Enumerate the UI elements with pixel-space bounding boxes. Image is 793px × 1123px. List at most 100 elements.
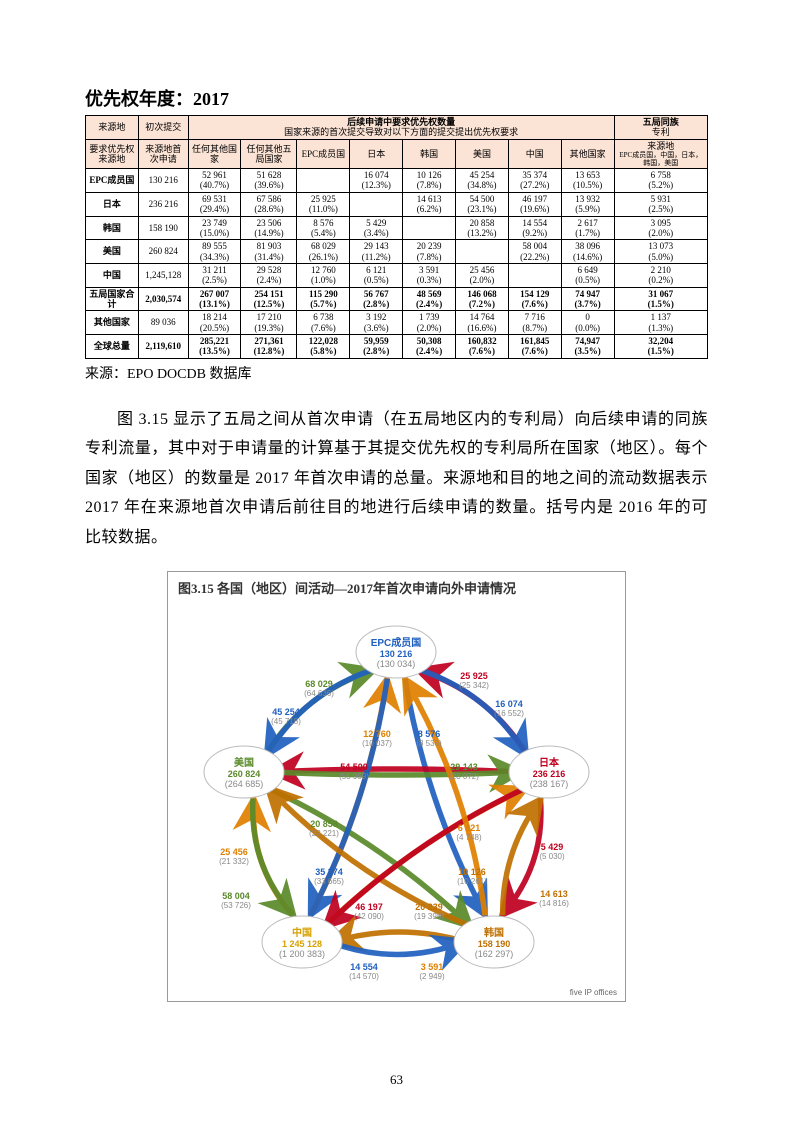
cell: 31 211(2.5%)	[188, 263, 241, 287]
table-row: 美国260 82489 555(34.3%)81 903(31.4%)68 02…	[86, 240, 708, 264]
svg-text:16 074: 16 074	[495, 699, 523, 709]
flow-label: 6 121(4 748)	[456, 823, 482, 842]
cell: 20 239(7.8%)	[403, 240, 456, 264]
col-header: 韩国	[403, 139, 456, 168]
row-label: 日本	[86, 192, 139, 216]
cell: 45 254(34.8%)	[456, 169, 509, 193]
cell: 32,204(1.5%)	[614, 334, 707, 358]
cell: 35 374(27.2%)	[508, 169, 561, 193]
cell: 271,361(12.8%)	[241, 334, 297, 358]
diagram-node: 美国260 824(264 685)	[204, 746, 284, 798]
cell: 25 925(11.0%)	[297, 192, 350, 216]
cell: 51 628(39.6%)	[241, 169, 297, 193]
cell: 6 649(0.5%)	[561, 263, 614, 287]
svg-text:EPC成员国: EPC成员国	[371, 636, 422, 649]
svg-text:(130 034): (130 034)	[377, 659, 416, 669]
cell	[403, 216, 456, 240]
cell: 285,221(13.5%)	[188, 334, 241, 358]
cell: 2,030,574	[138, 287, 188, 311]
row-label: EPC成员国	[86, 169, 139, 193]
table-row: 韩国158 19023 749(15.0%)23 506(14.9%)8 576…	[86, 216, 708, 240]
hdr-priority-origin: 要求优先权来源地	[86, 139, 139, 168]
cell: 1,245,128	[138, 263, 188, 287]
body-paragraph: 图 3.15 显示了五局之间从首次申请（在五局地区内的专利局）向后续申请的同族专…	[85, 405, 708, 553]
svg-text:14 613: 14 613	[540, 889, 568, 899]
svg-text:(16 552): (16 552)	[494, 709, 524, 718]
cell: 1 739(2.0%)	[403, 311, 456, 335]
row-label: 五局国家合计	[86, 287, 139, 311]
svg-text:5 429: 5 429	[541, 842, 564, 852]
flow-arrow	[272, 772, 519, 775]
svg-text:(14 570): (14 570)	[349, 972, 379, 981]
cell: 54 500(23.1%)	[456, 192, 509, 216]
cell: 48 569(2.4%)	[403, 287, 456, 311]
flow-label: 54 500(55 959)	[339, 762, 369, 781]
flow-label: 20 239(19 398)	[414, 902, 444, 921]
svg-text:(25 342): (25 342)	[459, 681, 489, 690]
table-source: 来源：EPO DOCDB 数据库	[85, 363, 708, 383]
cell: 3 591(0.3%)	[403, 263, 456, 287]
cell: 58 004(22.2%)	[508, 240, 561, 264]
cell: 12 760(1.0%)	[297, 263, 350, 287]
cell	[350, 192, 403, 216]
flow-label: 14 554(14 570)	[349, 962, 379, 981]
hdr-first: 初次提交	[138, 116, 188, 140]
col-header-family: 来源地EPC成员国，中国，日本，韩国，美国	[614, 139, 707, 168]
diagram-svg: 68 029(64 636)45 254(45 718)25 925(25 34…	[174, 597, 619, 997]
svg-text:(10 037): (10 037)	[362, 739, 392, 748]
cell: 13 073(5.0%)	[614, 240, 707, 264]
svg-text:(55 959): (55 959)	[339, 772, 369, 781]
diagram-footer: five IP offices	[570, 988, 617, 997]
page-title: 优先权年度：2017	[85, 85, 708, 111]
cell: 260 824	[138, 240, 188, 264]
hdr-family: 五局同族 专利	[614, 116, 707, 140]
cell: 25 456(2.0%)	[456, 263, 509, 287]
svg-text:(21 332): (21 332)	[219, 857, 249, 866]
cell: 17 210(19.3%)	[241, 311, 297, 335]
svg-text:(42 090): (42 090)	[354, 912, 384, 921]
cell: 81 903(31.4%)	[241, 240, 297, 264]
cell: 23 506(14.9%)	[241, 216, 297, 240]
cell: 5 931(2.5%)	[614, 192, 707, 216]
svg-text:(45 718): (45 718)	[271, 717, 301, 726]
row-label: 其他国家	[86, 311, 139, 335]
cell: 13 932(5.9%)	[561, 192, 614, 216]
cell: 59,959(2.8%)	[350, 334, 403, 358]
cell: 2 210(0.2%)	[614, 263, 707, 287]
flow-arrow	[253, 798, 293, 913]
table-row: 中国1,245,12831 211(2.5%)29 528(2.4%)12 76…	[86, 263, 708, 287]
cell: 14 764(16.6%)	[456, 311, 509, 335]
table-row: 日本236 21669 531(29.4%)67 586(28.6%)25 92…	[86, 192, 708, 216]
diagram-node: 中国1 245 128(1 200 383)	[262, 916, 342, 968]
cell: 50,308(2.4%)	[403, 334, 456, 358]
flow-label: 45 254(45 718)	[271, 707, 301, 726]
cell	[508, 263, 561, 287]
svg-text:68 029: 68 029	[305, 679, 333, 689]
flow-label: 25 925(25 342)	[459, 671, 489, 690]
svg-text:25 456: 25 456	[220, 847, 248, 857]
cell: 1 137(1.3%)	[614, 311, 707, 335]
svg-text:日本: 日本	[539, 756, 560, 769]
page-number: 63	[0, 1072, 793, 1088]
table-row: 五局国家合计2,030,574267 007(13.1%)254 151(12.…	[86, 287, 708, 311]
flow-arrow	[330, 942, 464, 955]
flow-label: 58 004(53 726)	[221, 891, 251, 910]
col-header: 其他国家	[561, 139, 614, 168]
cell: 52 961(40.7%)	[188, 169, 241, 193]
flow-label: 14 613(14 816)	[539, 889, 569, 908]
cell: 6 738(7.6%)	[297, 311, 350, 335]
cell	[297, 169, 350, 193]
svg-text:45 254: 45 254	[272, 707, 300, 717]
cell: 236 216	[138, 192, 188, 216]
cell: 2 617(1.7%)	[561, 216, 614, 240]
row-label: 美国	[86, 240, 139, 264]
svg-text:130 216: 130 216	[380, 649, 413, 659]
flow-label: 10 126(10 261)	[457, 867, 487, 886]
cell: 67 586(28.6%)	[241, 192, 297, 216]
svg-text:58 004: 58 004	[222, 891, 250, 901]
cell: 74,947(3.5%)	[561, 334, 614, 358]
cell	[456, 240, 509, 264]
svg-text:(22 221): (22 221)	[309, 829, 339, 838]
flow-label: 8 576(8 536)	[416, 729, 442, 748]
svg-text:(2 949): (2 949)	[419, 972, 445, 981]
